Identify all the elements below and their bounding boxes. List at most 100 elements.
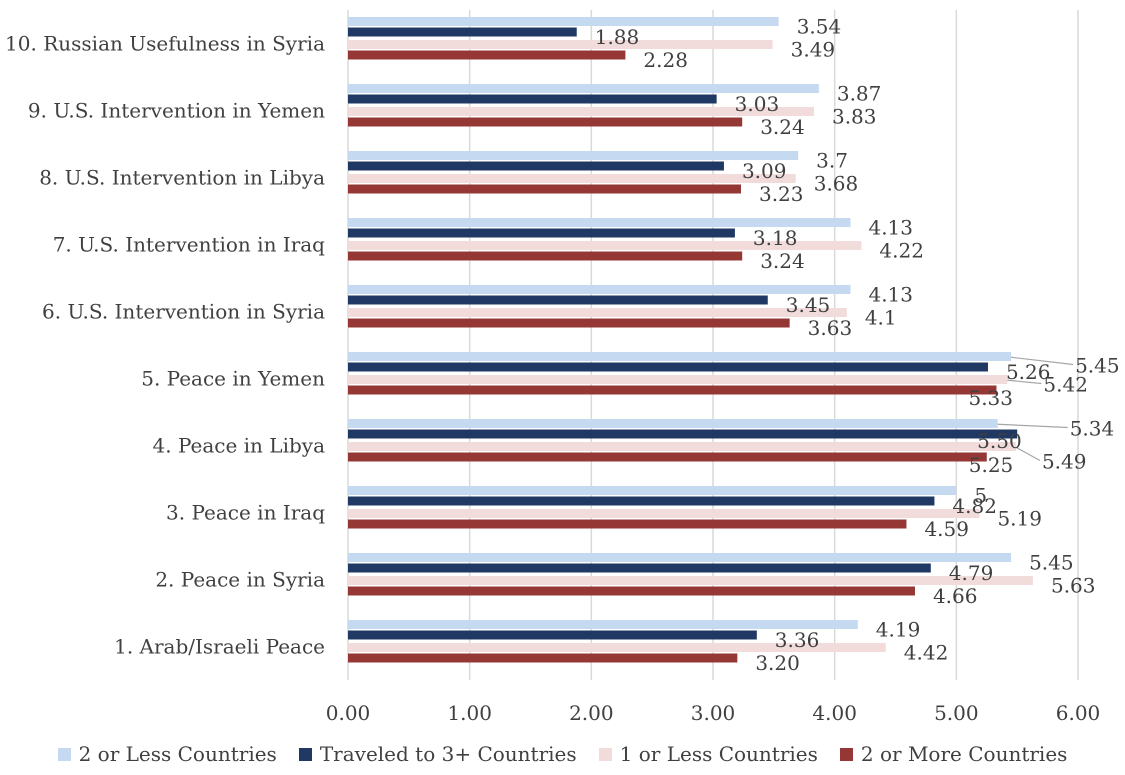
bar-1-5 xyxy=(348,295,768,305)
legend-item: 2 or More Countries xyxy=(839,742,1068,766)
data-label: 3.36 xyxy=(775,628,820,652)
x-tick-label: 3.00 xyxy=(691,701,736,725)
data-label: 3.18 xyxy=(753,226,798,250)
bar-0-1 xyxy=(348,553,1012,562)
data-label: 4.13 xyxy=(868,283,913,307)
data-label: 4.59 xyxy=(924,517,969,541)
bar-0-3 xyxy=(348,419,998,428)
bar-1-0 xyxy=(348,630,757,640)
bar-2-1 xyxy=(348,576,1033,585)
bar-0-9 xyxy=(348,17,779,26)
bar-1-4 xyxy=(348,362,988,372)
bar-0-5 xyxy=(348,285,851,294)
data-label: 3.45 xyxy=(786,293,831,317)
data-label: 4.1 xyxy=(865,306,897,330)
category-label: 10. Russian Usefulness in Syria xyxy=(5,32,325,56)
category-labels: 1. Arab/Israeli Peace 2. Peace in Syria 3.… xyxy=(5,32,325,659)
bars xyxy=(348,17,1033,663)
bar-2-9 xyxy=(348,40,773,49)
bar-1-6 xyxy=(348,228,735,238)
data-label: 4.19 xyxy=(876,618,921,642)
legend-item: 2 or Less Countries xyxy=(57,742,277,766)
data-label: 2.28 xyxy=(643,48,688,72)
data-label: 3.23 xyxy=(759,182,804,206)
data-label: 5.34 xyxy=(1070,417,1115,441)
x-tick-label: 6.00 xyxy=(1056,701,1101,725)
x-tick-labels: 0.00 1.00 2.00 3.00 4.00 5.00 6.00 xyxy=(326,701,1101,725)
data-label: 5 xyxy=(974,484,987,508)
data-label: 3.7 xyxy=(816,149,848,173)
bar-2-6 xyxy=(348,241,862,250)
bar-0-4 xyxy=(348,352,1012,361)
category-label: 7. U.S. Intervention in Iraq xyxy=(53,233,325,257)
data-label: 3.24 xyxy=(760,115,805,139)
bar-2-3 xyxy=(348,442,1016,451)
leader-line xyxy=(1011,356,1074,366)
x-tick-label: 4.00 xyxy=(812,701,857,725)
bar-2-4 xyxy=(348,375,1008,384)
bar-2-8 xyxy=(348,107,814,116)
data-label: 5.49 xyxy=(1042,450,1087,474)
legend: 2 or Less Countries Traveled to 3+ Countr… xyxy=(0,737,1125,771)
data-label: 3.83 xyxy=(832,105,877,129)
data-label: 5.25 xyxy=(969,453,1014,477)
bar-2-5 xyxy=(348,308,847,317)
bar-0-8 xyxy=(348,84,819,93)
x-tick-label: 0.00 xyxy=(326,701,371,725)
legend-label: 2 or More Countries xyxy=(860,742,1068,766)
data-label: 3.20 xyxy=(755,651,800,675)
data-label: 5.19 xyxy=(997,507,1042,531)
category-label: 6. U.S. Intervention in Syria xyxy=(42,300,325,324)
bar-1-3 xyxy=(348,429,1018,439)
bar-3-0 xyxy=(348,653,738,663)
bar-3-9 xyxy=(348,50,626,60)
data-label: 4.82 xyxy=(952,494,997,518)
bar-2-7 xyxy=(348,174,796,183)
bar-2-0 xyxy=(348,643,886,652)
bar-2-2 xyxy=(348,509,980,518)
bar-3-8 xyxy=(348,117,743,127)
data-label: 5.26 xyxy=(1006,360,1051,384)
data-labels: 4.19 3.36 4.42 3.20 5.45 4.79 5.63 4.66 54.825.1… xyxy=(595,15,1120,676)
bar-3-5 xyxy=(348,318,790,328)
bar-0-6 xyxy=(348,218,851,227)
bar-chart: 4.19 3.36 4.42 3.20 5.45 4.79 5.63 4.66 54.825.1… xyxy=(5,10,1120,725)
data-label: 5.45 xyxy=(1075,354,1120,378)
data-label: 3.09 xyxy=(742,159,787,183)
leader-line xyxy=(1007,379,1042,385)
bar-1-2 xyxy=(348,496,935,506)
bar-0-2 xyxy=(348,486,957,495)
bar-3-2 xyxy=(348,519,907,529)
leader-lines xyxy=(997,356,1074,462)
bar-3-6 xyxy=(348,251,743,261)
legend-swatch xyxy=(839,747,853,761)
legend-label: 2 or Less Countries xyxy=(78,742,277,766)
x-tick-label: 2.00 xyxy=(569,701,614,725)
category-label: 5. Peace in Yemen xyxy=(141,367,325,391)
legend-swatch xyxy=(298,747,312,761)
leader-line xyxy=(1015,446,1041,462)
data-label: 1.88 xyxy=(595,25,640,49)
data-label: 5.42 xyxy=(1043,373,1088,397)
bar-1-7 xyxy=(348,161,724,171)
legend-label: 1 or Less Countries xyxy=(619,742,818,766)
category-label: 3. Peace in Iraq xyxy=(166,501,325,525)
data-label: 4.22 xyxy=(879,239,924,263)
bar-1-1 xyxy=(348,563,931,573)
data-label: 4.13 xyxy=(868,216,913,240)
data-label: 3.68 xyxy=(814,172,859,196)
data-label: 3.54 xyxy=(797,15,842,39)
data-label: 5.63 xyxy=(1051,574,1096,598)
legend-swatch xyxy=(598,747,612,761)
category-label: 4. Peace in Libya xyxy=(153,434,326,458)
bar-1-9 xyxy=(348,27,577,37)
bar-3-1 xyxy=(348,586,915,596)
legend-swatch xyxy=(57,747,71,761)
data-label: 4.66 xyxy=(933,584,978,608)
leader-line xyxy=(997,423,1068,429)
category-label: 9. U.S. Intervention in Yemen xyxy=(28,99,325,123)
bar-3-4 xyxy=(348,385,997,395)
bar-1-8 xyxy=(348,94,717,104)
bar-3-3 xyxy=(348,452,987,462)
bar-3-7 xyxy=(348,184,741,194)
